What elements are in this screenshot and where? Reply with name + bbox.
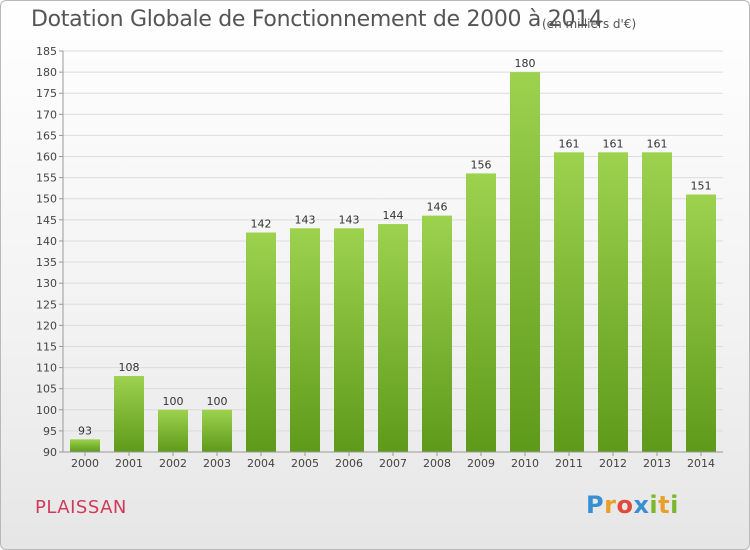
bar-2012 — [598, 152, 628, 452]
x-tick-label: 2007 — [379, 457, 407, 470]
data-label-2007: 144 — [383, 209, 404, 222]
y-tick-label: 105 — [36, 383, 57, 396]
x-tick-label: 2001 — [115, 457, 143, 470]
y-tick-label: 130 — [36, 277, 57, 290]
y-tick-label: 175 — [36, 87, 57, 100]
y-tick-label: 160 — [36, 151, 57, 164]
x-tick-label: 2005 — [291, 457, 319, 470]
data-label-2005: 143 — [295, 213, 316, 226]
proxiti-logo: Proxiti — [586, 491, 679, 519]
bar-2006 — [334, 228, 364, 452]
y-tick-label: 145 — [36, 214, 57, 227]
x-tick-label: 2003 — [203, 457, 231, 470]
x-tick-label: 2009 — [467, 457, 495, 470]
data-label-2014: 151 — [691, 180, 712, 193]
bar-2007 — [378, 224, 408, 452]
y-tick-label: 185 — [36, 45, 57, 58]
data-label-2006: 143 — [339, 213, 360, 226]
bar-2014 — [686, 194, 716, 452]
y-tick-label: 155 — [36, 172, 57, 185]
y-tick-label: 140 — [36, 235, 57, 248]
chart-title: Dotation Globale de Fonctionnement de 20… — [31, 7, 603, 32]
bar-2002 — [158, 409, 188, 452]
data-label-2001: 108 — [119, 361, 140, 374]
x-axis-ticks: 2000 2001 2002 2003 2004 2005 2006 2007 2008 2009… — [71, 452, 715, 470]
data-label-2004: 142 — [251, 218, 272, 231]
data-label-2003: 100 — [207, 395, 228, 408]
bar-2000 — [70, 439, 100, 452]
y-tick-label: 100 — [36, 404, 57, 417]
y-tick-label: 170 — [36, 108, 57, 121]
bar-2009 — [466, 173, 496, 452]
bar-2001 — [114, 376, 144, 452]
bar-2004 — [246, 232, 276, 452]
x-tick-label: 2013 — [643, 457, 671, 470]
x-tick-label: 2014 — [687, 457, 715, 470]
bars — [70, 72, 716, 453]
data-label-2010: 180 — [515, 57, 536, 70]
bar-2003 — [202, 409, 232, 452]
bar-2011 — [554, 152, 584, 452]
bar-2010 — [510, 72, 540, 453]
y-tick-label: 120 — [36, 319, 57, 332]
data-label-2008: 146 — [427, 201, 448, 214]
x-tick-label: 2008 — [423, 457, 451, 470]
y-tick-label: 125 — [36, 298, 57, 311]
x-tick-label: 2010 — [511, 457, 539, 470]
data-label-2009: 156 — [471, 158, 492, 171]
data-label-2002: 100 — [163, 395, 184, 408]
y-tick-label: 135 — [36, 256, 57, 269]
chart-subtitle: (en milliers d'€) — [542, 17, 637, 31]
y-axis-ticks: 90 95 100 105 110 115 120 125 130 135 140 145 150 155… — [36, 45, 63, 459]
x-tick-label: 2004 — [247, 457, 275, 470]
y-tick-label: 150 — [36, 193, 57, 206]
y-tick-label: 110 — [36, 362, 57, 375]
x-tick-label: 2002 — [159, 457, 187, 470]
data-label-2012: 161 — [603, 137, 624, 150]
x-tick-label: 2012 — [599, 457, 627, 470]
bar-2013 — [642, 152, 672, 452]
y-tick-label: 180 — [36, 66, 57, 79]
y-tick-label: 115 — [36, 340, 57, 353]
data-labels: 93 108 100 100 142 143 143 144 146 156 180 161 161 16… — [78, 57, 712, 437]
data-label-2011: 161 — [559, 137, 580, 150]
y-tick-label: 90 — [43, 446, 57, 459]
data-label-2000: 93 — [78, 424, 92, 437]
y-tick-label: 165 — [36, 129, 57, 142]
y-tick-label: 95 — [43, 425, 57, 438]
x-tick-label: 2000 — [71, 457, 99, 470]
bar-2008 — [422, 215, 452, 452]
commune-name: PLAISSAN — [35, 497, 127, 518]
bar-2005 — [290, 228, 320, 452]
data-label-2013: 161 — [647, 137, 668, 150]
x-tick-label: 2006 — [335, 457, 363, 470]
x-tick-label: 2011 — [555, 457, 583, 470]
